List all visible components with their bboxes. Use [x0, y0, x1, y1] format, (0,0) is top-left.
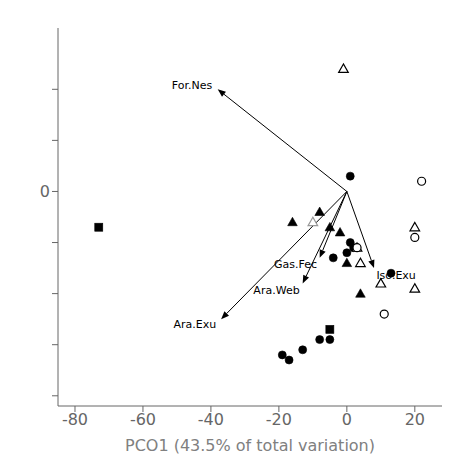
svg-text:-40: -40	[198, 410, 224, 429]
svg-text:0: 0	[40, 182, 50, 201]
svg-text:0: 0	[342, 410, 352, 429]
svg-text:-20: -20	[266, 410, 292, 429]
svg-text:-80: -80	[62, 410, 88, 429]
svg-text:PCO1 (43.5% of total variation: PCO1 (43.5% of total variation)	[125, 436, 375, 455]
svg-text:Iso.Exu: Iso.Exu	[376, 269, 415, 282]
svg-text:Ara.Exu: Ara.Exu	[173, 318, 216, 331]
svg-text:20: 20	[405, 410, 425, 429]
svg-text:Gas.Fec: Gas.Fec	[274, 258, 317, 271]
svg-text:Ara.Web: Ara.Web	[253, 284, 299, 297]
svg-text:For.Nes: For.Nes	[172, 79, 213, 92]
svg-text:-60: -60	[130, 410, 156, 429]
